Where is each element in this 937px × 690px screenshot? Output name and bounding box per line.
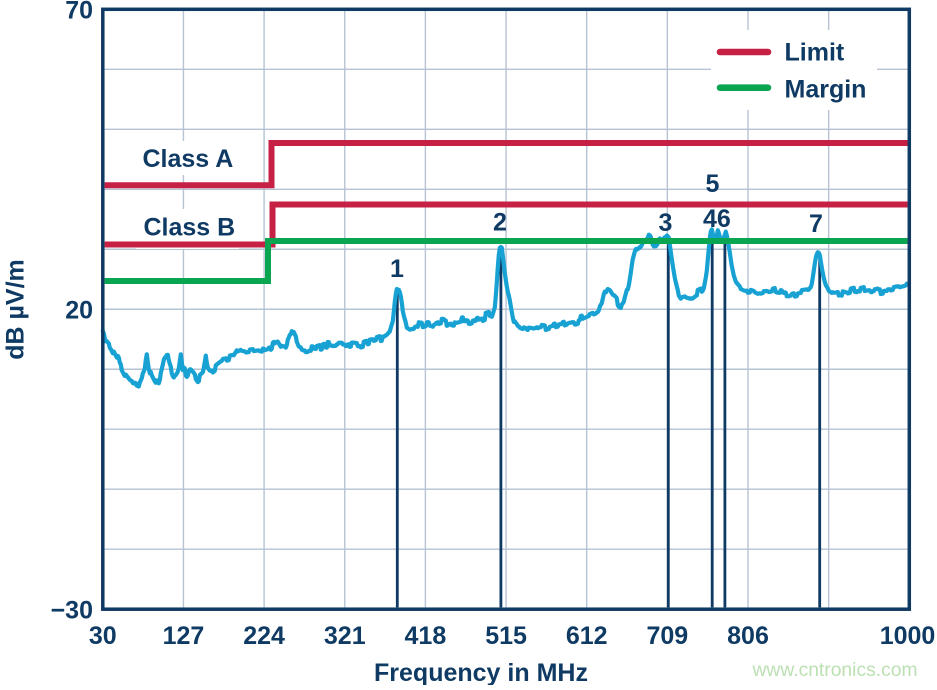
- svg-text:1000: 1000: [880, 622, 936, 650]
- svg-text:20: 20: [65, 296, 93, 324]
- svg-text:−30: −30: [51, 596, 93, 624]
- svg-text:5: 5: [706, 170, 720, 198]
- svg-text:dB µV/m: dB µV/m: [1, 259, 29, 360]
- svg-text:3: 3: [659, 209, 673, 237]
- svg-text:515: 515: [485, 622, 527, 650]
- svg-text:Class A: Class A: [143, 145, 234, 173]
- svg-text:1: 1: [390, 255, 404, 283]
- svg-text:Class B: Class B: [144, 214, 236, 242]
- svg-text:612: 612: [566, 622, 608, 650]
- svg-text:321: 321: [324, 622, 366, 650]
- svg-text:Margin: Margin: [785, 75, 867, 103]
- svg-text:46: 46: [703, 205, 731, 233]
- svg-text:7: 7: [809, 210, 823, 238]
- svg-text:Limit: Limit: [785, 39, 845, 67]
- svg-text:224: 224: [243, 622, 285, 650]
- svg-text:30: 30: [89, 622, 117, 650]
- svg-text:www.cntronics.com: www.cntronics.com: [752, 660, 918, 681]
- svg-text:806: 806: [727, 622, 769, 650]
- svg-text:418: 418: [405, 622, 447, 650]
- svg-text:709: 709: [646, 622, 688, 650]
- svg-text:127: 127: [163, 622, 205, 650]
- svg-text:70: 70: [65, 0, 93, 24]
- svg-text:2: 2: [493, 209, 507, 237]
- svg-text:Frequency in MHz: Frequency in MHz: [374, 659, 588, 685]
